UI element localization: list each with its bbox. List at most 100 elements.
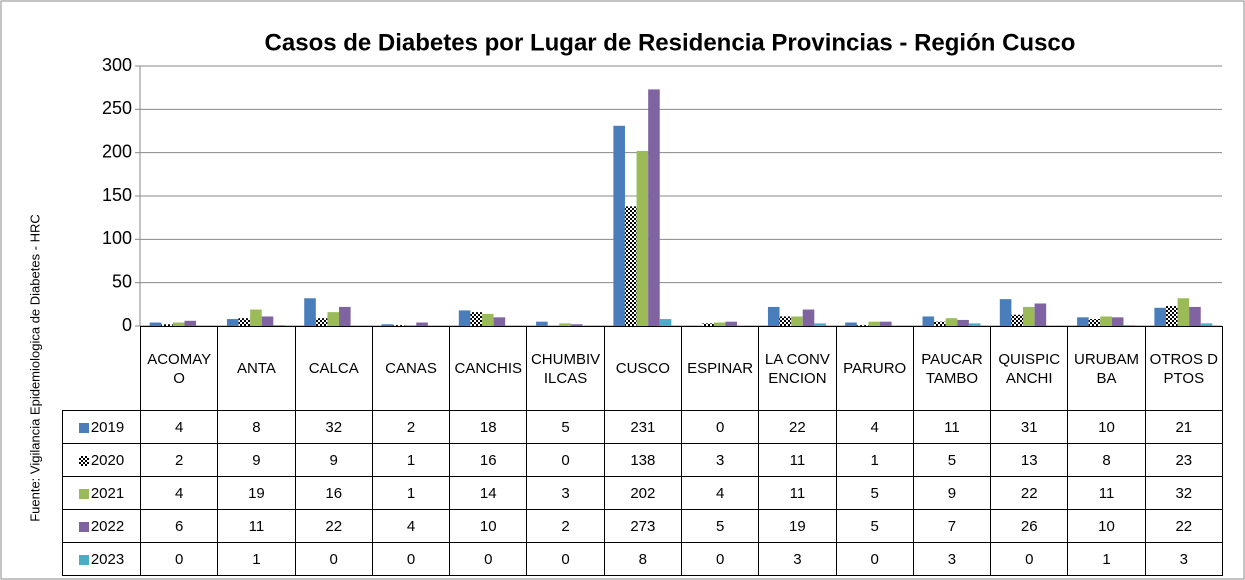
- bar: [184, 320, 197, 326]
- bar: [624, 206, 637, 326]
- category-cell: CHUMBIVILCAS: [526, 326, 605, 411]
- value-cell: 0: [139, 542, 219, 576]
- bar: [493, 317, 506, 326]
- value-cell: 6: [139, 509, 219, 543]
- value-cell: 1: [371, 476, 451, 510]
- legend-key: [78, 554, 89, 565]
- legend-cell: 2020: [62, 443, 141, 477]
- bar: [779, 316, 792, 326]
- value-cell: 5: [912, 443, 992, 477]
- value-cell: 9: [294, 443, 373, 477]
- y-tick-label: 50: [112, 271, 132, 291]
- value-cell: 1: [217, 542, 296, 576]
- x-tick-label: CANAS: [385, 360, 437, 377]
- legend-cell: 2019: [62, 410, 141, 444]
- value-cell: 13: [990, 443, 1069, 477]
- bar: [613, 125, 625, 326]
- y-tick-label: 250: [102, 98, 132, 118]
- bar: [814, 323, 826, 326]
- bar: [1177, 298, 1190, 326]
- value-cell: 2: [139, 443, 219, 477]
- bar: [636, 150, 649, 326]
- x-tick-label: CUSCO: [615, 360, 670, 377]
- data-row: 2021 4 19 16 1 14 3 202 4 11 5 9 22 11 32: [62, 476, 1223, 510]
- bar: [999, 299, 1012, 326]
- value-cell: 0: [526, 443, 605, 477]
- value-cell: 3: [526, 476, 605, 510]
- bar: [767, 306, 780, 326]
- value-cell: 4: [835, 410, 914, 444]
- y-tick-label: 150: [102, 185, 132, 205]
- value-cell: 11: [758, 476, 837, 510]
- value-cell: 9: [912, 476, 992, 510]
- legend-key: [78, 455, 89, 466]
- data-row: 2020 2 9 9 1 16 0 138 3 11 1 5 13 8 23: [62, 443, 1223, 477]
- bar: [648, 89, 660, 327]
- x-tick-label: PARURO: [843, 360, 907, 377]
- value-cell: 1: [371, 443, 451, 477]
- x-tick-label: CHUMBIVILCAS: [530, 350, 601, 387]
- value-cell: 231: [603, 410, 682, 444]
- bar: [1077, 317, 1089, 326]
- value-cell: 32: [1144, 476, 1223, 510]
- bar: [404, 325, 417, 326]
- value-cell: 8: [217, 410, 296, 444]
- x-tick-label: URUBAMBA: [1074, 350, 1140, 387]
- category-cell: CANAS: [371, 326, 451, 411]
- value-cell: 8: [1067, 443, 1146, 477]
- bar: [226, 319, 239, 326]
- bar: [702, 323, 714, 326]
- bar: [856, 325, 869, 326]
- bar: [238, 318, 251, 326]
- x-tick-label: ESPINAR: [687, 360, 754, 377]
- category-cell: PAUCARTAMBO: [912, 326, 992, 411]
- value-cell: 22: [758, 410, 837, 444]
- bar: [381, 324, 394, 326]
- value-cell: 10: [1067, 509, 1146, 543]
- legend-key: [78, 521, 89, 532]
- bar: [172, 322, 185, 326]
- bar: [458, 310, 471, 326]
- value-cell: 19: [758, 509, 837, 543]
- category-cell: URUBAMBA: [1067, 326, 1146, 411]
- legend-label: 2019: [90, 418, 125, 436]
- y-tick-label: 300: [102, 55, 132, 75]
- value-cell: 4: [139, 410, 219, 444]
- bar: [968, 323, 981, 326]
- value-cell: 3: [1144, 542, 1223, 576]
- bar: [304, 298, 316, 326]
- legend-label: 2020: [90, 451, 125, 469]
- legend-cell: 2021: [62, 476, 141, 510]
- bar: [1111, 317, 1124, 326]
- value-cell: 26: [990, 509, 1069, 543]
- bar: [802, 309, 815, 326]
- value-cell: 0: [680, 542, 760, 576]
- bar: [161, 324, 173, 326]
- value-cell: 11: [912, 410, 992, 444]
- bar: [1154, 307, 1166, 326]
- value-cell: 0: [449, 542, 528, 576]
- x-tick-label: CALCA: [308, 360, 359, 377]
- legend-cell: 2023: [62, 542, 141, 576]
- bar: [393, 325, 405, 326]
- bar: [1088, 319, 1101, 326]
- legend-label: 2021: [90, 484, 125, 502]
- bar: [725, 321, 738, 326]
- bar: [868, 321, 881, 326]
- value-cell: 10: [449, 509, 528, 543]
- x-tick-label: ACOMAYO: [147, 350, 212, 387]
- value-cell: 31: [990, 410, 1069, 444]
- bar: [470, 312, 482, 326]
- bar: [957, 319, 969, 326]
- value-cell: 3: [680, 443, 760, 477]
- data-row: 2019 4 8 32 2 18 5 231 0 22 4 11 31 10 21: [62, 410, 1223, 444]
- legend-key: [78, 488, 89, 499]
- value-cell: 32: [294, 410, 373, 444]
- value-cell: 22: [294, 509, 373, 543]
- legend-label: 2022: [90, 517, 125, 535]
- bar: [273, 325, 285, 326]
- x-tick-label: ANTA: [236, 360, 276, 377]
- value-cell: 1: [1067, 542, 1146, 576]
- bar: [922, 316, 935, 326]
- bar: [1011, 314, 1023, 326]
